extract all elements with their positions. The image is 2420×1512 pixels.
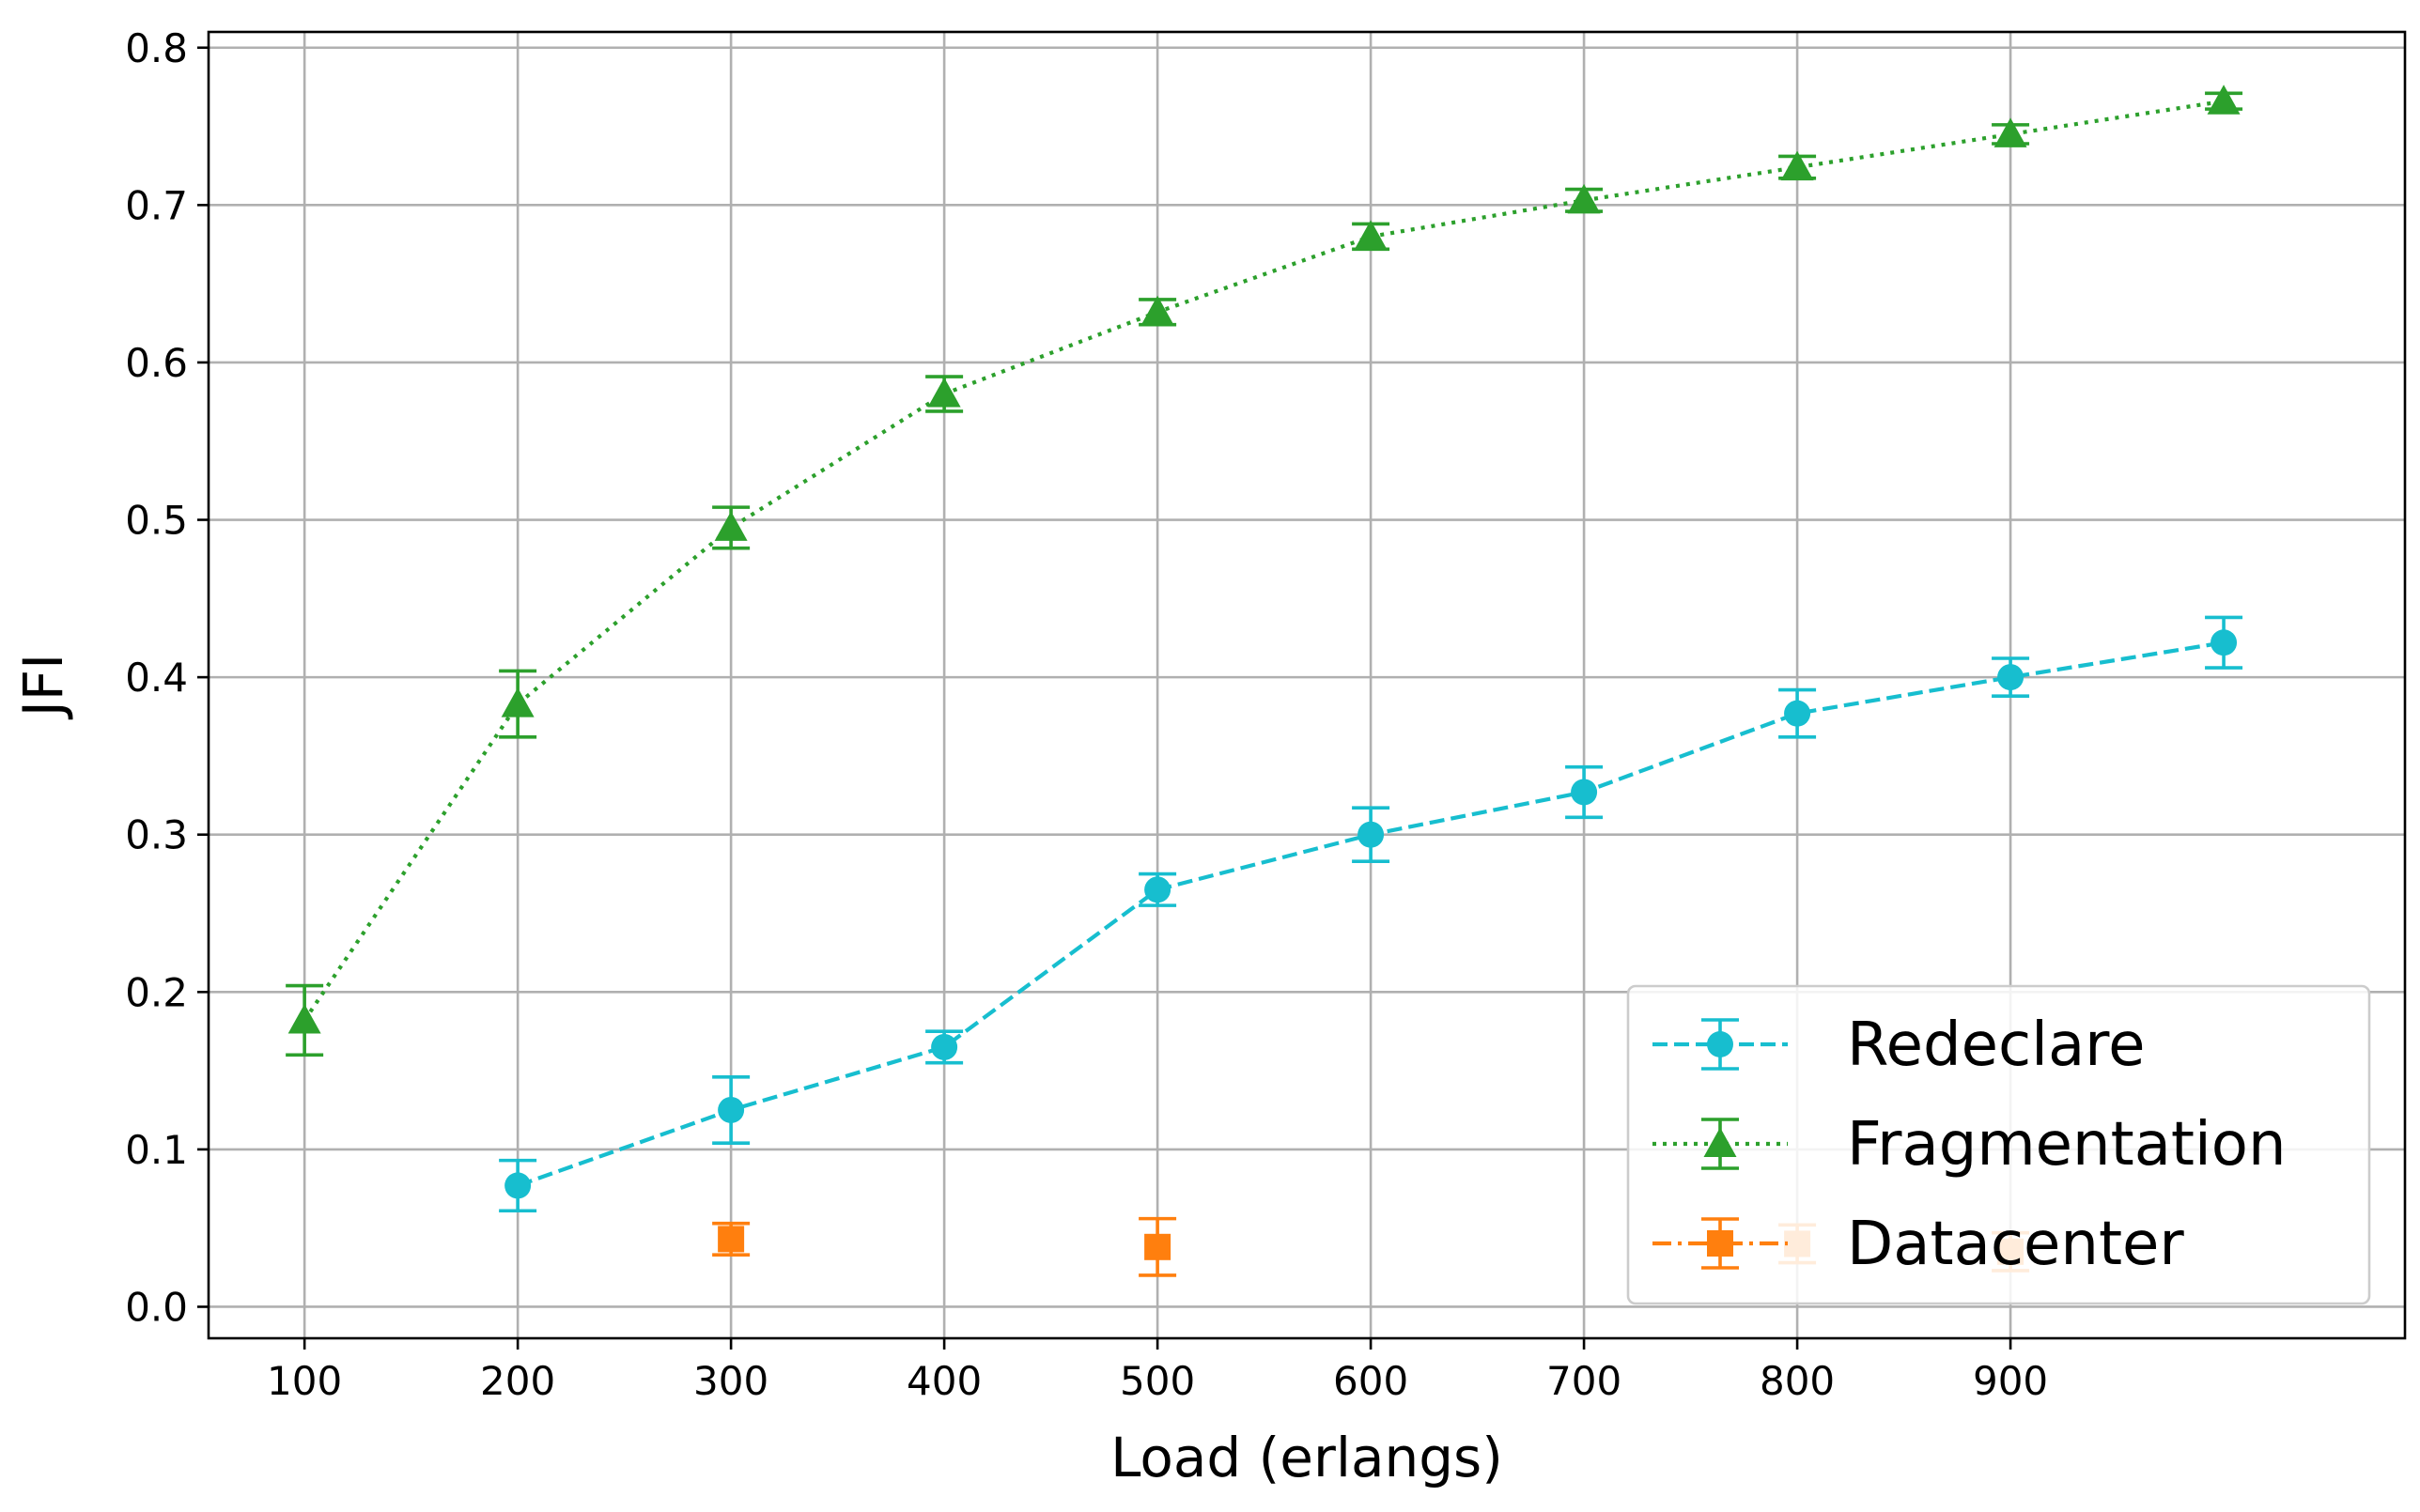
legend-label-fragmentation: Fragmentation (1847, 1110, 2287, 1180)
data-point-fragmentation (287, 1003, 321, 1034)
data-point-redeclare (1357, 821, 1385, 848)
data-point-redeclare (718, 1096, 745, 1123)
x-tick-label: 100 (267, 1358, 342, 1404)
data-point-redeclare (2211, 629, 2238, 656)
x-tick-label: 400 (907, 1358, 982, 1404)
y-axis-label: JFI (11, 654, 75, 720)
y-tick-label: 0.2 (125, 969, 188, 1015)
data-point-fragmentation (2207, 85, 2241, 115)
series-line-fragmentation (302, 99, 2225, 1022)
y-tick-label: 0.8 (125, 25, 188, 71)
x-tick-label: 200 (480, 1358, 555, 1404)
legend-marker-datacenter (1707, 1230, 1733, 1257)
legend-marker-fragmentation (1703, 1127, 1737, 1157)
legend-label-datacenter: Datacenter (1847, 1210, 2184, 1279)
data-point-fragmentation (927, 377, 961, 408)
y-tick-label: 0.6 (125, 340, 188, 386)
legend-label-redeclare: Redeclare (1847, 1011, 2145, 1080)
series-fragmentation (286, 85, 2243, 1057)
y-tick-label: 0.3 (125, 812, 188, 858)
x-tick-label: 500 (1120, 1358, 1195, 1404)
x-tick-label: 800 (1760, 1358, 1835, 1404)
data-point-datacenter (1144, 1233, 1171, 1260)
data-point-redeclare (504, 1172, 532, 1199)
data-point-redeclare (1144, 876, 1171, 903)
x-tick-label: 900 (1973, 1358, 2048, 1404)
data-point-fragmentation (1780, 150, 1814, 181)
x-axis-label: Load (erlangs) (1110, 1426, 1503, 1489)
x-tick-label: 300 (693, 1358, 768, 1404)
legend-marker-redeclare (1707, 1031, 1733, 1057)
data-point-redeclare (1997, 664, 2024, 691)
legend: Redeclare Fragmentation Datacenter (1626, 984, 2371, 1305)
y-tick-label: 0.0 (125, 1284, 188, 1330)
y-tick-label: 0.7 (125, 182, 188, 228)
y-tick-label: 0.1 (125, 1127, 188, 1173)
data-point-fragmentation (501, 687, 535, 717)
ticks: 100 200 300 400 500 600 700 800 900 0.0 0.1 0.2 0.3 0… (125, 25, 2048, 1404)
data-point-redeclare (931, 1033, 958, 1060)
series-redeclare (499, 615, 2243, 1213)
data-point-fragmentation (714, 511, 748, 541)
y-tick-label: 0.5 (125, 498, 188, 544)
data-point-datacenter (718, 1226, 745, 1253)
y-tick-label: 0.4 (125, 655, 188, 701)
data-point-redeclare (1571, 779, 1598, 806)
data-point-fragmentation (1993, 117, 2027, 147)
data-point-fragmentation (1354, 220, 1388, 250)
legend-box (1626, 984, 2371, 1305)
data-point-fragmentation (1140, 295, 1174, 326)
x-tick-label: 600 (1333, 1358, 1408, 1404)
plot-frame (207, 30, 2407, 1340)
data-point-redeclare (1784, 700, 1811, 727)
data-point-fragmentation (1567, 183, 1601, 214)
x-tick-label: 700 (1546, 1358, 1621, 1404)
